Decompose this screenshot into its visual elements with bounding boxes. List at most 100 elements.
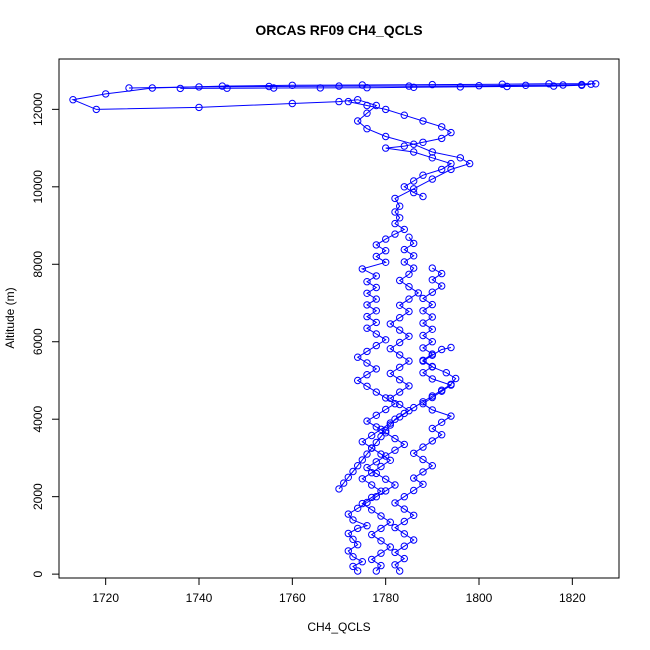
data-point xyxy=(368,493,376,502)
data-point xyxy=(363,289,371,297)
data-point xyxy=(419,319,427,327)
data-point xyxy=(400,505,408,513)
data-point xyxy=(349,553,357,561)
data-point xyxy=(400,542,408,550)
data-point xyxy=(447,165,455,174)
data-point xyxy=(419,398,427,406)
data-point xyxy=(405,82,413,90)
data-point xyxy=(223,84,231,92)
data-point xyxy=(438,345,446,354)
data-point xyxy=(372,341,380,350)
data-point xyxy=(452,374,460,383)
data-point xyxy=(447,128,455,137)
data-point xyxy=(391,219,399,228)
data-point xyxy=(550,82,558,90)
data-point xyxy=(419,294,427,303)
data-point xyxy=(438,418,446,426)
data-point xyxy=(363,463,371,472)
data-point xyxy=(372,458,380,466)
data-point xyxy=(419,117,427,125)
data-point xyxy=(428,351,436,359)
data-point xyxy=(466,159,474,168)
data-point xyxy=(363,382,371,390)
data-point xyxy=(428,276,436,284)
data-point xyxy=(419,480,427,488)
data-point xyxy=(400,517,408,526)
data-point xyxy=(405,332,413,340)
data-point xyxy=(391,194,399,203)
series-line-2 xyxy=(394,267,453,572)
data-point xyxy=(382,235,390,243)
data-point xyxy=(396,400,404,409)
data-point xyxy=(344,473,352,481)
data-point xyxy=(349,562,357,571)
data-point xyxy=(358,456,366,464)
data-point xyxy=(377,462,385,471)
data-point xyxy=(368,481,376,489)
data-point xyxy=(368,555,376,564)
x-tick-label: 1740 xyxy=(186,591,213,605)
data-point xyxy=(377,432,385,441)
data-point xyxy=(382,247,390,255)
y-tick-label: 0 xyxy=(31,570,45,577)
data-point xyxy=(372,318,380,327)
data-point xyxy=(419,357,427,365)
chart-title: ORCAS RF09 CH4_QCLS xyxy=(255,22,422,38)
data-point xyxy=(363,450,371,458)
data-point xyxy=(405,283,413,291)
data-point xyxy=(400,111,408,119)
data-point xyxy=(428,437,436,445)
data-point xyxy=(265,82,273,91)
data-point xyxy=(363,278,371,286)
data-point xyxy=(419,443,427,451)
series-layer xyxy=(69,80,600,575)
data-point xyxy=(372,330,380,338)
data-point xyxy=(410,188,418,197)
data-point xyxy=(475,82,483,90)
data-point xyxy=(400,183,408,191)
data-point xyxy=(368,444,376,452)
y-tick-label: 10000 xyxy=(31,170,45,204)
data-point xyxy=(363,347,371,356)
data-point xyxy=(456,154,464,162)
data-point xyxy=(382,336,390,344)
data-point xyxy=(410,177,418,185)
data-point xyxy=(396,314,404,322)
data-point xyxy=(419,455,427,464)
data-point xyxy=(410,511,418,519)
data-point xyxy=(447,380,455,388)
data-point xyxy=(354,504,362,512)
data-point xyxy=(377,512,385,520)
x-tick-label: 1820 xyxy=(559,591,586,605)
x-tick-label: 1780 xyxy=(372,591,399,605)
x-tick-label: 1800 xyxy=(466,591,493,605)
data-point xyxy=(391,208,399,216)
data-point xyxy=(358,558,366,566)
data-point xyxy=(354,567,362,575)
data-point xyxy=(391,523,399,532)
data-point xyxy=(400,409,408,418)
data-point xyxy=(372,438,380,447)
data-point xyxy=(354,353,362,361)
data-point xyxy=(522,81,530,90)
data-point xyxy=(396,567,404,575)
data-point xyxy=(363,301,371,309)
data-point xyxy=(386,543,394,551)
data-point xyxy=(396,363,404,371)
data-point xyxy=(270,84,278,92)
series-line-5 xyxy=(128,83,592,89)
data-point xyxy=(349,467,357,476)
data-point xyxy=(410,474,418,482)
data-point xyxy=(428,363,436,371)
data-point xyxy=(405,382,413,390)
y-tick-label: 12000 xyxy=(31,92,45,126)
data-point xyxy=(438,386,446,394)
x-tick-label: 1720 xyxy=(92,591,119,605)
data-point xyxy=(396,202,404,210)
data-point xyxy=(316,84,324,92)
data-point xyxy=(372,567,380,575)
data-point xyxy=(382,429,390,437)
data-point xyxy=(335,97,343,106)
